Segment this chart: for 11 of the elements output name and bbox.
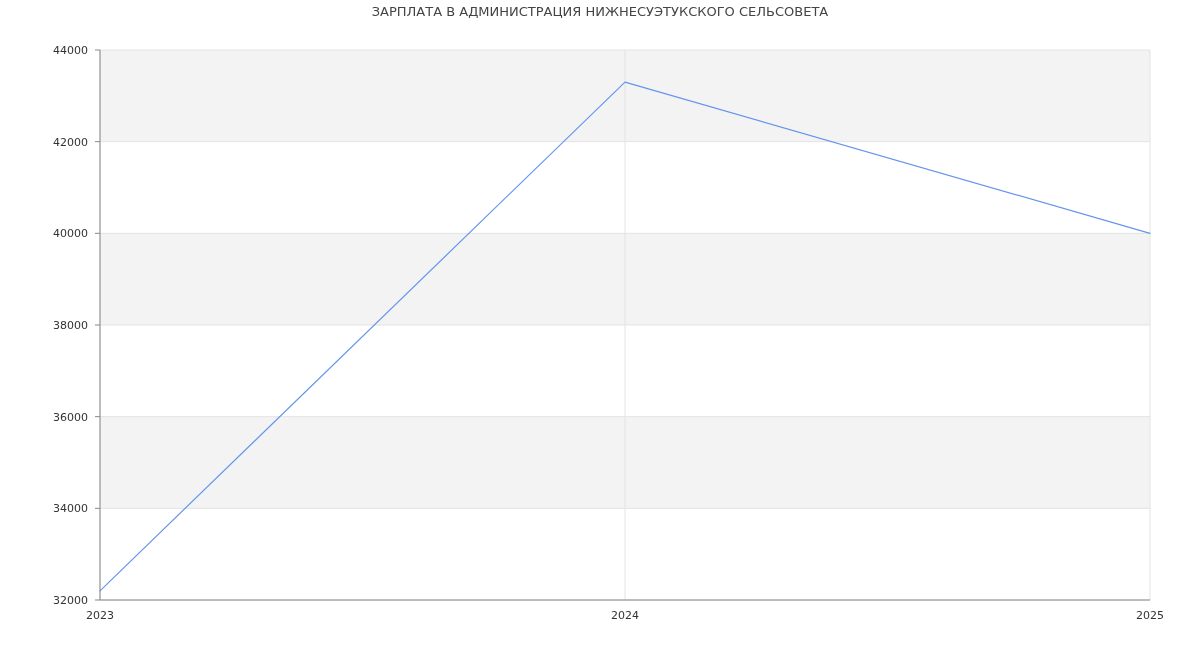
y-tick-label: 34000 [53, 502, 88, 516]
y-tick-label: 44000 [53, 43, 88, 57]
y-tick-label: 32000 [53, 593, 88, 607]
x-tick-label: 2025 [1136, 609, 1164, 622]
y-tick-label: 36000 [53, 410, 88, 424]
y-tick-label: 38000 [53, 318, 88, 332]
x-tick-label: 2023 [86, 609, 114, 622]
x-tick-label: 2024 [611, 609, 639, 622]
y-tick-label: 42000 [53, 135, 88, 149]
chart-title: ЗАРПЛАТА В АДМИНИСТРАЦИЯ НИЖНЕСУЭТУКСКОГО СЕЛЬСОВЕТА [371, 4, 829, 19]
y-tick-label: 40000 [53, 227, 88, 241]
